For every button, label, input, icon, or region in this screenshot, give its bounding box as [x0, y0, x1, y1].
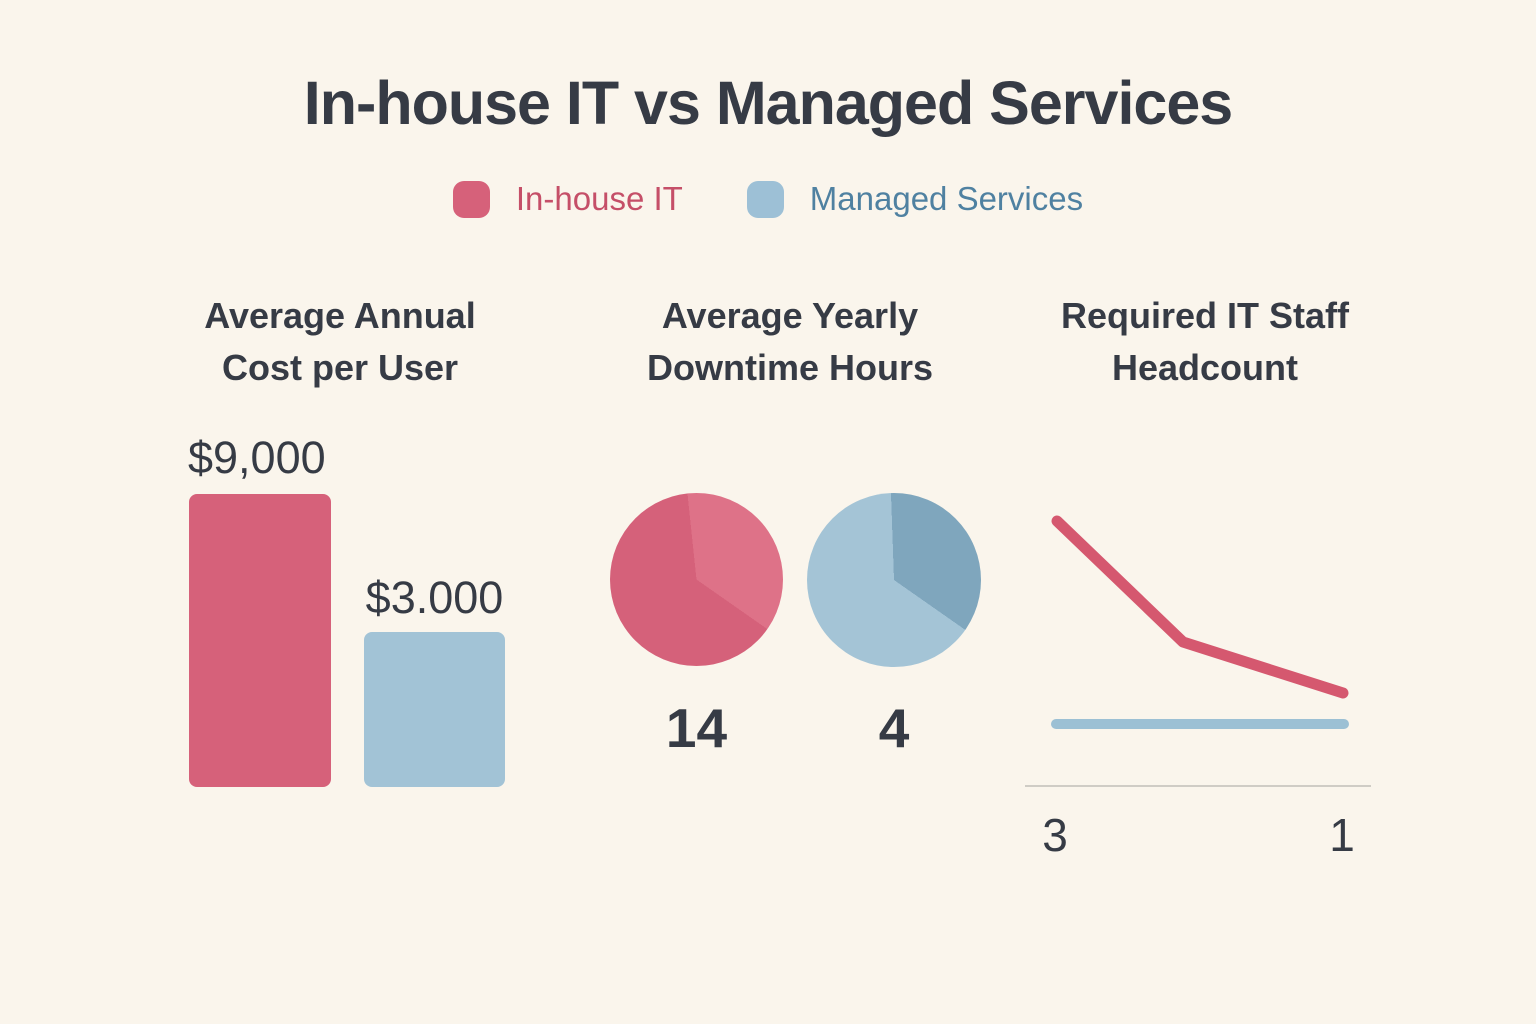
bar-value-managed: $3.000	[365, 572, 504, 623]
legend-label-inhouse: In-house IT	[515, 180, 683, 217]
legend-item-managed: Managed Services	[746, 180, 1084, 218]
legend-swatch-inhouse	[452, 180, 490, 218]
bar-chart-title: Average Annual Cost per User	[140, 290, 540, 394]
legend-item-inhouse: In-house IT	[452, 180, 683, 218]
line-value-inhouse: 3	[1042, 809, 1068, 861]
bar-inhouse	[189, 494, 331, 787]
bar-value-inhouse: $9,000	[188, 432, 326, 483]
pie-inhouse	[610, 493, 783, 666]
pie-chart-title-line1: Average Yearly	[661, 295, 919, 336]
pie-chart-title-line2: Downtime Hours	[646, 347, 933, 388]
pie-value-inhouse: 14	[665, 697, 728, 759]
bar-managed	[364, 632, 505, 787]
page-title: In-house IT vs Managed Services	[303, 69, 1233, 137]
bar-chart-title-line2: Cost per User	[221, 347, 459, 388]
pie-managed	[807, 493, 981, 667]
line-chart	[1025, 515, 1371, 787]
pie-chart-title: Average Yearly Downtime Hours	[590, 290, 990, 394]
line-series-inhouse	[1051, 515, 1349, 699]
line-value-managed: 1	[1329, 809, 1355, 861]
legend-swatch-managed	[746, 180, 784, 218]
line-chart-title-line2: Headcount	[1111, 347, 1298, 388]
legend: In-house IT Managed Services	[0, 180, 1536, 218]
line-chart-title-line1: Required IT Staff	[1060, 295, 1350, 336]
bar-chart-title-line1: Average Annual	[204, 295, 476, 336]
legend-label-managed: Managed Services	[809, 180, 1084, 217]
line-chart-title: Required IT Staff Headcount	[1005, 290, 1405, 394]
pie-value-managed: 4	[878, 697, 910, 759]
